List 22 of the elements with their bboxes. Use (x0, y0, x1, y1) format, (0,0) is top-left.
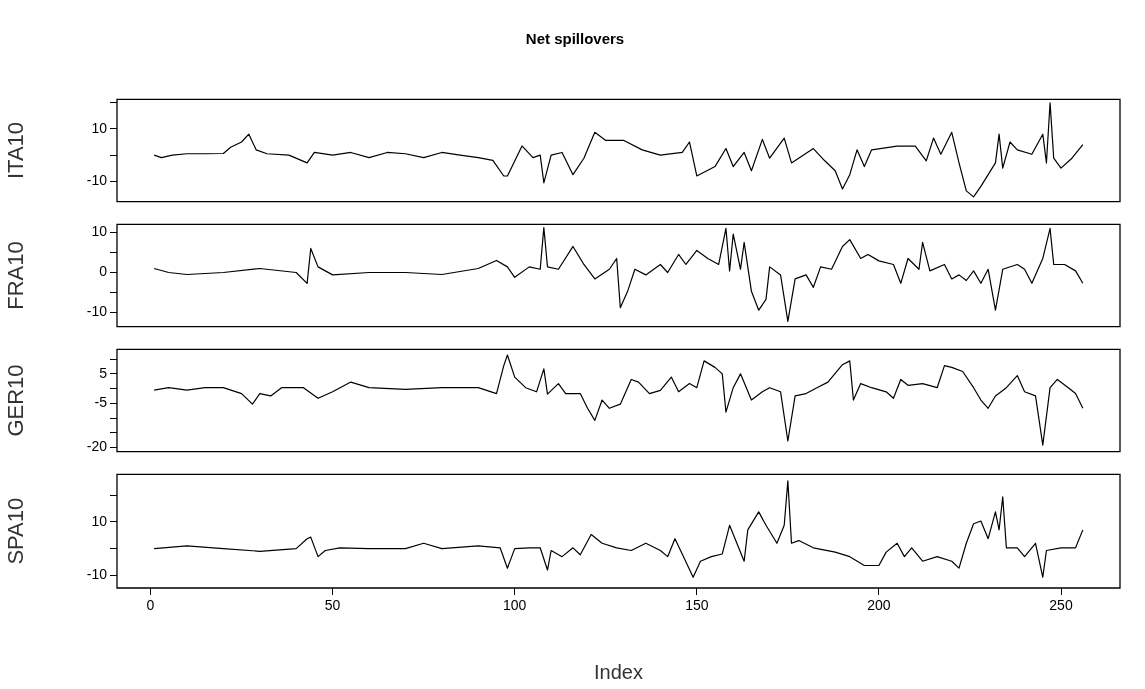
y-axis-title: SPA10 (3, 497, 29, 565)
y-tick-label: -20 (86, 438, 108, 455)
x-tick-label: 150 (685, 597, 709, 614)
y-tick-label: 10 (91, 512, 108, 529)
y-tick-label: 0 (99, 263, 108, 280)
y-tick-label: 5 (99, 364, 108, 381)
y-tick-label: -10 (86, 566, 108, 583)
x-tick-label: 0 (146, 597, 155, 614)
x-tick-label: 50 (324, 597, 341, 614)
y-tick-label: 10 (91, 119, 108, 136)
x-tick-label: 200 (867, 597, 891, 614)
y-axis-title: FRA10 (3, 241, 29, 310)
y-tick-label: -5 (94, 394, 108, 411)
y-axis-title: ITA10 (3, 121, 29, 180)
x-tick-label: 100 (503, 597, 527, 614)
y-tick-label: -10 (86, 303, 108, 320)
chart-title: Net spillovers (524, 30, 626, 47)
y-axis-title: GER10 (3, 364, 29, 437)
x-axis-title: Index (594, 660, 643, 683)
x-tick-label: 250 (1049, 597, 1073, 614)
y-tick-label: 10 (91, 223, 108, 240)
y-tick-label: -10 (86, 172, 108, 189)
